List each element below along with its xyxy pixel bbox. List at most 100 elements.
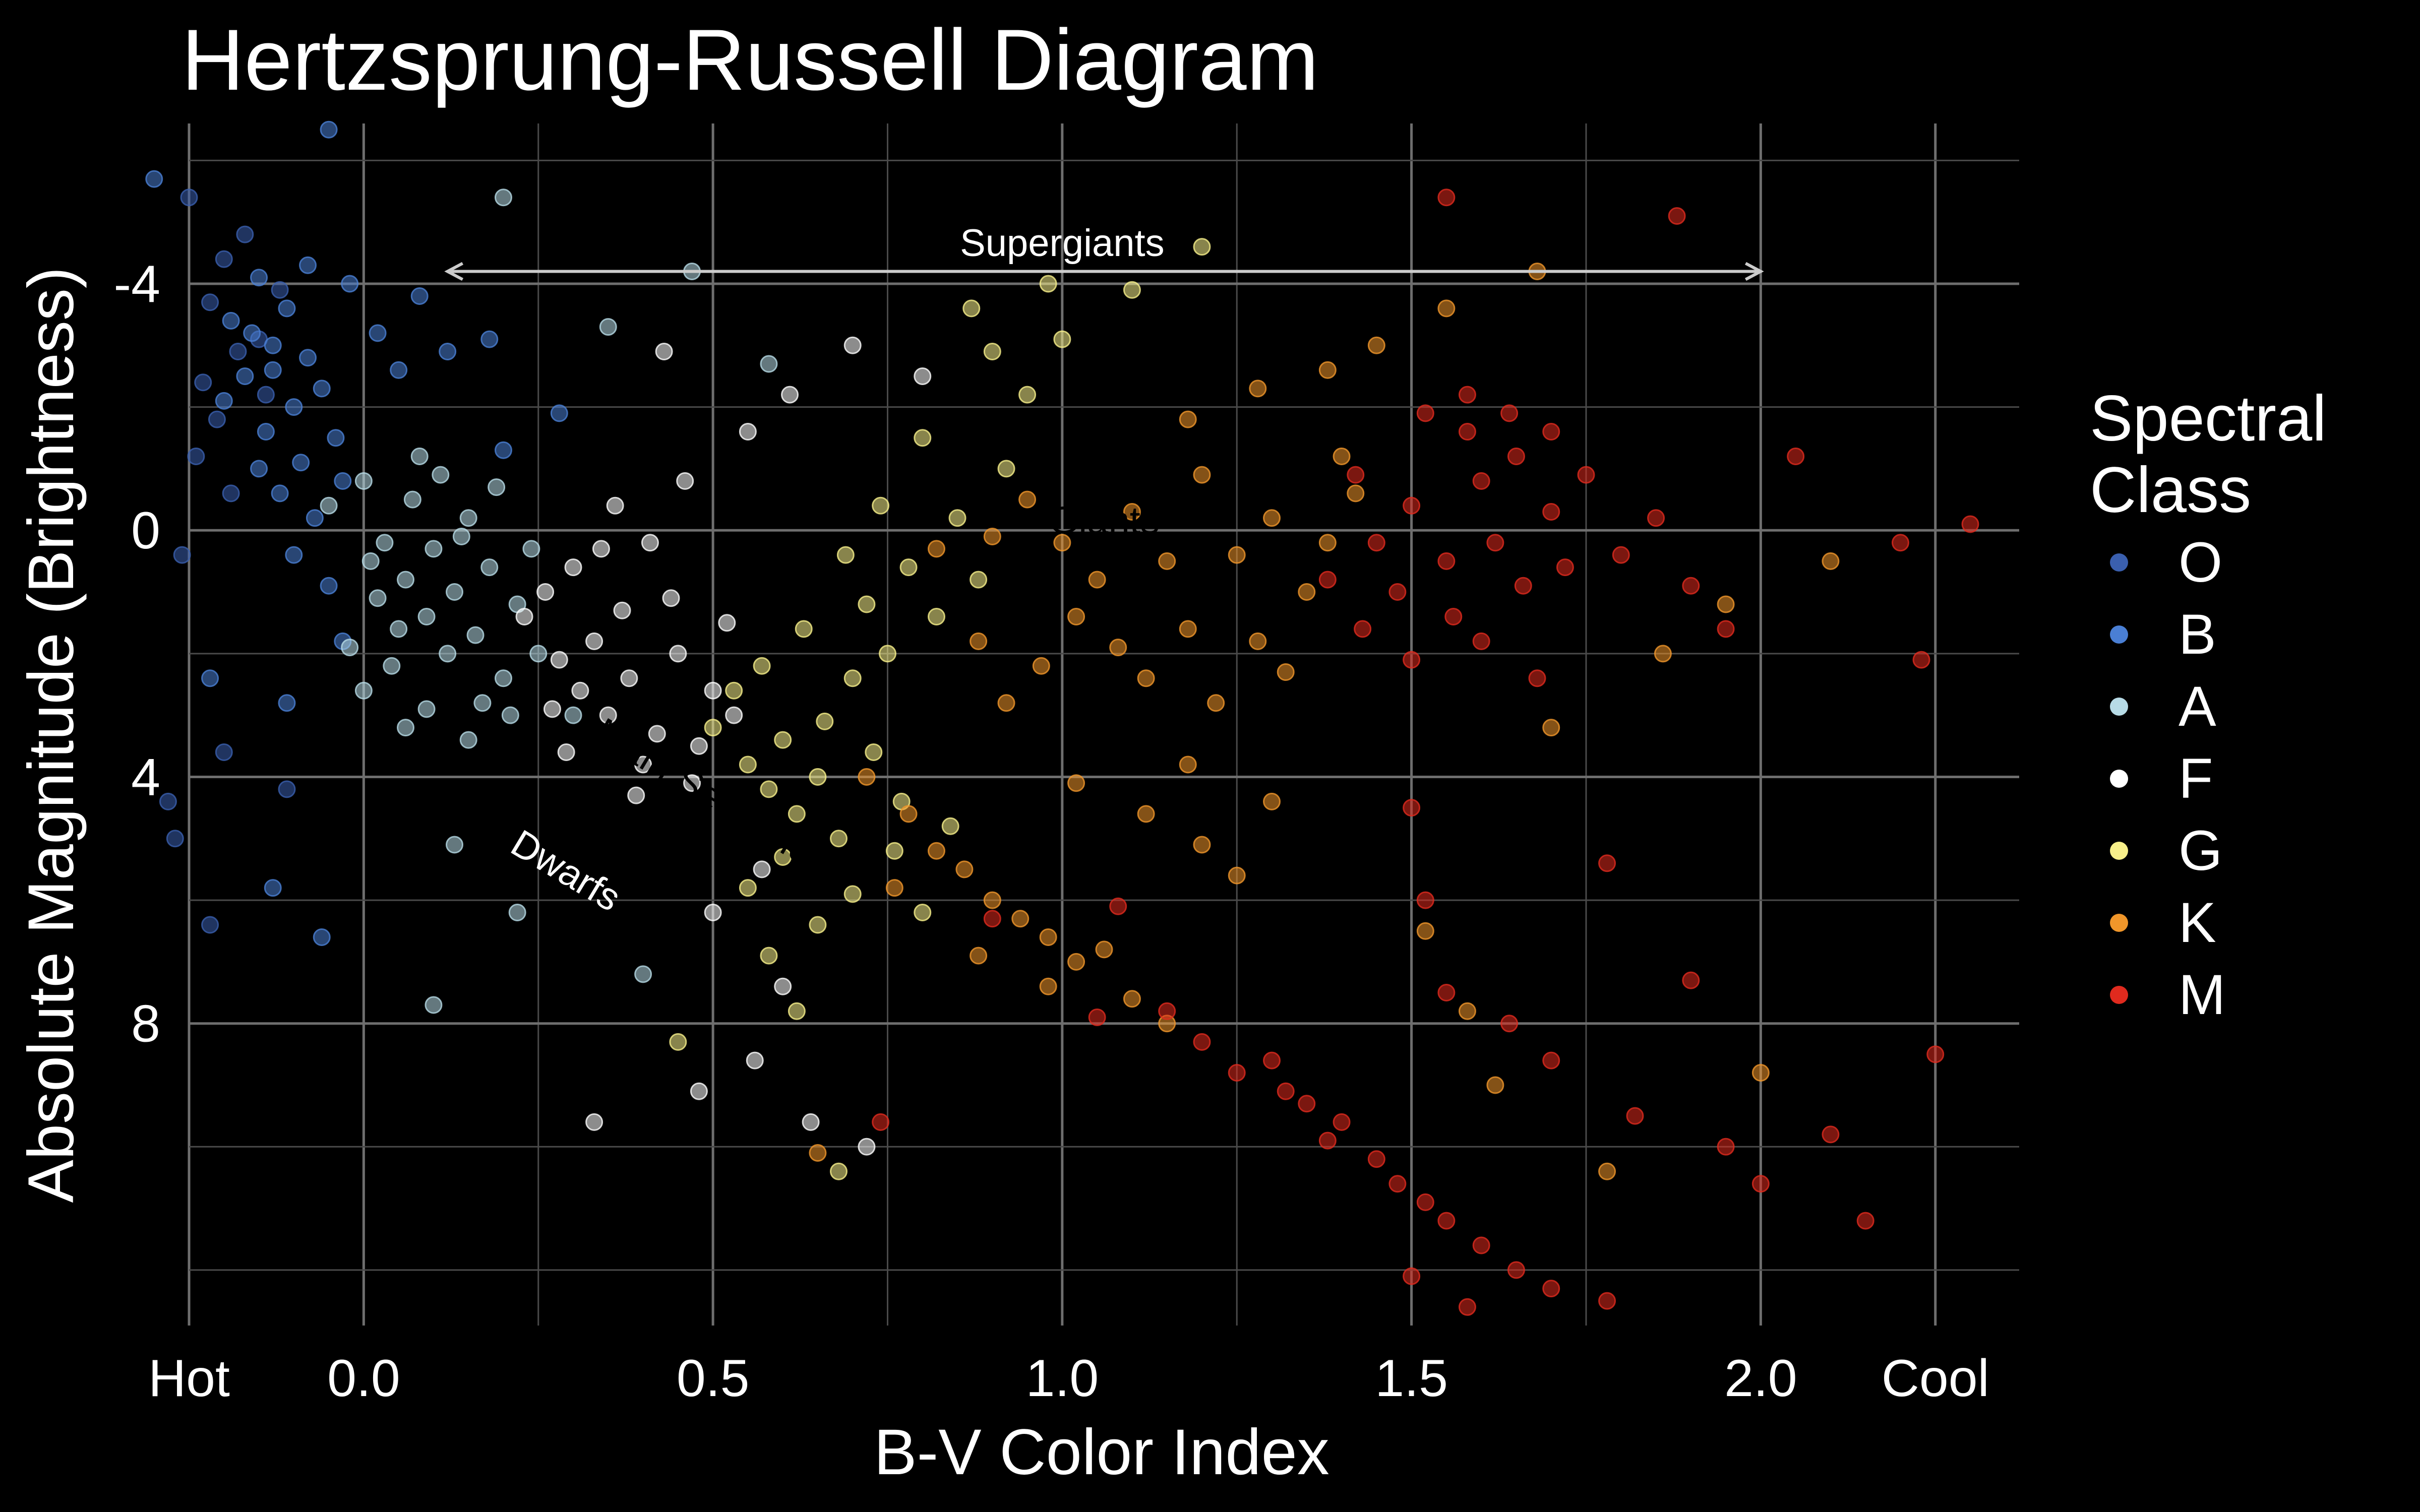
point-M-36 — [1263, 1051, 1281, 1069]
point-O-17 — [166, 830, 184, 848]
point-M-14 — [1347, 466, 1365, 484]
point-M-9 — [1444, 607, 1463, 625]
point-B-5 — [271, 484, 289, 502]
point-A-33 — [760, 355, 778, 373]
point-O-11 — [173, 546, 191, 564]
point-M-25 — [1542, 423, 1560, 441]
legend-swatch-G — [2110, 841, 2128, 860]
point-O-12 — [271, 281, 289, 299]
point-F-7 — [648, 725, 666, 743]
point-B-20 — [215, 392, 233, 410]
point-A-13 — [466, 626, 485, 644]
annotation-supergiants: Supergiants — [960, 222, 1165, 265]
point-M-30 — [1891, 534, 1909, 552]
point-O-6 — [208, 410, 226, 428]
point-M-64 — [983, 910, 1001, 928]
point-A-12 — [425, 540, 443, 558]
point-B-33 — [313, 928, 331, 946]
supergiants-arrowhead-right — [1744, 262, 1764, 281]
point-K-43 — [1137, 805, 1155, 823]
point-K-6 — [1158, 552, 1176, 570]
legend-label-A: A — [2179, 675, 2216, 738]
point-F-11 — [634, 755, 652, 774]
point-B-13 — [285, 546, 303, 564]
point-K-4 — [1088, 571, 1106, 589]
legend-item-K: K — [2090, 887, 2327, 959]
point-O-10 — [257, 386, 275, 404]
point-B-28 — [550, 404, 568, 422]
point-O-4 — [194, 373, 212, 392]
point-O-8 — [187, 447, 205, 465]
point-M-35 — [1228, 1064, 1246, 1082]
point-A-1 — [354, 472, 373, 490]
point-F-29 — [914, 367, 932, 385]
x-tick-label-3: 1.0 — [1026, 1349, 1099, 1408]
point-G-27 — [843, 885, 862, 903]
point-A-29 — [529, 645, 548, 663]
point-M-0 — [1367, 534, 1385, 552]
point-G-23 — [1053, 330, 1071, 348]
point-M-42 — [1277, 1082, 1295, 1100]
point-G-35 — [941, 817, 959, 835]
point-M-63 — [1598, 854, 1616, 872]
point-M-6 — [1458, 423, 1476, 441]
point-F-21 — [725, 706, 743, 724]
point-B-32 — [264, 879, 282, 897]
point-F-10 — [669, 645, 687, 663]
point-B-7 — [278, 299, 296, 318]
point-M-7 — [1416, 404, 1434, 422]
point-K-32 — [955, 860, 974, 878]
point-F-33 — [802, 1113, 820, 1131]
point-G-12 — [858, 595, 876, 613]
chart-title: Hertzsprung-Russell Diagram — [182, 12, 1319, 108]
point-K-24 — [1179, 410, 1197, 428]
point-O-7 — [236, 225, 254, 243]
point-G-34 — [739, 879, 757, 897]
point-F-2 — [571, 681, 589, 700]
point-F-28 — [843, 336, 862, 354]
point-K-28 — [1437, 299, 1456, 318]
y-tick-label-2: 4 — [131, 748, 160, 806]
point-F-12 — [543, 700, 561, 718]
point-K-8 — [1228, 546, 1246, 564]
point-M-4 — [1486, 534, 1504, 552]
x-tick-label-6: Cool — [1882, 1349, 1989, 1408]
point-B-17 — [299, 349, 317, 367]
point-F-8 — [564, 558, 582, 577]
legend-label-B: B — [2179, 603, 2216, 666]
point-O-16 — [201, 916, 219, 934]
point-M-2 — [1437, 552, 1456, 570]
point-M-5 — [1507, 447, 1525, 465]
point-K-16 — [1207, 694, 1225, 712]
y-tick-label-0: -4 — [114, 255, 160, 313]
point-A-38 — [634, 965, 652, 983]
point-K-45 — [1228, 866, 1246, 885]
x-tick-label-0: Hot — [148, 1349, 230, 1408]
point-M-46 — [1507, 1261, 1525, 1279]
point-F-20 — [683, 774, 701, 792]
point-K-53 — [1751, 1064, 1770, 1082]
legend-item-F: F — [2090, 742, 2327, 814]
point-A-16 — [361, 552, 380, 570]
point-M-60 — [1926, 1045, 1945, 1063]
x-axis-label: B-V Color Index — [874, 1416, 1329, 1488]
point-M-53 — [1437, 984, 1456, 1002]
point-B-16 — [222, 311, 240, 330]
point-A-3 — [397, 571, 415, 589]
point-M-39 — [1367, 1150, 1385, 1168]
legend-label-G: G — [2179, 819, 2223, 882]
point-K-9 — [1263, 509, 1281, 527]
x-tick-label-4: 1.5 — [1375, 1349, 1448, 1408]
point-A-39 — [425, 996, 443, 1014]
point-A-18 — [488, 478, 506, 496]
point-K-3 — [1053, 534, 1071, 552]
point-O-0 — [201, 293, 219, 311]
point-K-42 — [1123, 990, 1141, 1008]
point-A-35 — [494, 188, 512, 207]
legend-swatch-K — [2110, 913, 2128, 932]
point-O-13 — [215, 743, 233, 762]
point-M-24 — [1500, 404, 1519, 422]
legend-label-O: O — [2179, 531, 2223, 594]
point-G-7 — [830, 830, 848, 848]
